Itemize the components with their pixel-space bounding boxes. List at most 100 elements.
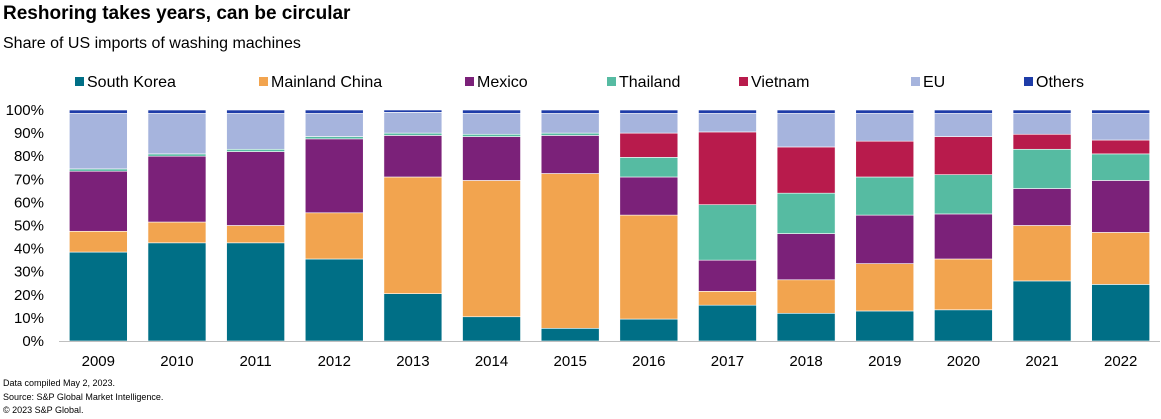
legend-swatch <box>739 77 748 86</box>
bar-segment <box>698 304 757 342</box>
bar-segment <box>698 291 757 306</box>
legend-label: Vietnam <box>751 74 809 91</box>
y-tick-label: 80% <box>14 148 44 165</box>
x-tick-label: 2021 <box>1025 353 1058 370</box>
bar-segment <box>776 109 836 114</box>
x-tick-label: 2016 <box>632 353 665 370</box>
bar-segment <box>540 113 600 134</box>
bar-segment <box>776 113 836 148</box>
bar-segment <box>69 170 128 232</box>
y-tick-label: 90% <box>14 125 44 142</box>
bar-segment <box>383 112 443 134</box>
bar-segment <box>226 109 285 114</box>
bar-segment <box>1012 188 1072 226</box>
y-tick-label: 0% <box>22 333 44 350</box>
bar-segment <box>1012 225 1072 282</box>
bar-segment <box>698 204 757 261</box>
bar-segment <box>698 131 757 206</box>
bar-segment <box>619 176 679 216</box>
bar-segment <box>934 309 993 342</box>
y-tick-label: 20% <box>14 287 44 304</box>
bar-segment <box>383 135 443 178</box>
legend-label: Mainland China <box>271 74 382 91</box>
bar-segment <box>776 233 836 281</box>
bar-segment <box>855 263 915 312</box>
bar-segment <box>147 153 207 157</box>
bar-segment <box>698 113 757 133</box>
legend-label: EU <box>923 74 945 91</box>
bar-segment <box>226 151 285 226</box>
y-tick-label: 70% <box>14 171 44 188</box>
chart-subtitle: Share of US imports of washing machines <box>3 35 301 52</box>
bar-segment <box>383 109 443 113</box>
bar-segment <box>1012 148 1072 189</box>
bar-segment <box>855 140 915 178</box>
bar-segment <box>619 214 679 320</box>
bar-segment <box>776 192 836 234</box>
x-tick-label: 2022 <box>1104 353 1137 370</box>
bar-segment <box>855 214 915 264</box>
bar-segment <box>462 180 521 318</box>
footnote-date: Data compiled May 2, 2023. <box>3 378 116 388</box>
legend-label: South Korea <box>87 74 176 91</box>
bar-segment <box>147 109 207 114</box>
y-tick-label: 40% <box>14 241 44 258</box>
bar-segment <box>383 293 443 342</box>
bar-segment <box>147 155 207 223</box>
legend-label: Thailand <box>619 74 680 91</box>
bar-segment <box>462 109 521 114</box>
bar-segment <box>934 174 993 215</box>
x-tick-label: 2012 <box>318 353 351 370</box>
bar-segment <box>226 113 285 150</box>
bar-segment <box>698 109 757 114</box>
bar-segment <box>540 135 600 174</box>
chart-title: Reshoring takes years, can be circular <box>3 3 351 24</box>
bar-segment <box>462 133 521 137</box>
bar-segment <box>226 148 285 152</box>
bar-segment <box>304 212 364 260</box>
bar-segment <box>304 113 364 137</box>
bar-segment <box>540 173 600 329</box>
bar-segment <box>619 157 679 178</box>
bar-segment <box>1012 280 1072 342</box>
x-tick-label: 2018 <box>789 353 822 370</box>
bar-segment <box>69 168 128 172</box>
footnote-source: Source: S&P Global Market Intelligence. <box>3 392 164 402</box>
legend-swatch <box>607 77 616 86</box>
bar-segment <box>1091 232 1150 285</box>
bar-segment <box>462 113 521 135</box>
footnote-copyright: © 2023 S&P Global. <box>3 405 84 415</box>
bar-segment <box>619 113 679 134</box>
bar-segment <box>540 327 600 342</box>
y-tick-label: 60% <box>14 194 44 211</box>
bar-segment <box>69 113 128 170</box>
bar-segment <box>776 279 836 314</box>
bar-segment <box>934 109 993 114</box>
bar-segment <box>383 132 443 136</box>
y-tick-label: 10% <box>14 310 44 327</box>
legend-swatch <box>259 77 268 86</box>
x-tick-label: 2020 <box>947 353 980 370</box>
legend-swatch <box>911 77 920 86</box>
bar-segment <box>855 176 915 216</box>
bar-segment <box>462 316 521 342</box>
bar-segment <box>226 225 285 244</box>
bar-segment <box>1012 113 1072 135</box>
bar-segment <box>540 109 600 114</box>
x-tick-label: 2015 <box>553 353 586 370</box>
legend-label: Mexico <box>477 74 528 91</box>
bar-segment <box>619 109 679 114</box>
bar-segment <box>934 258 993 311</box>
legend-swatch <box>1024 77 1033 86</box>
bar-segment <box>855 113 915 142</box>
bar-segment <box>1012 109 1072 114</box>
bar-segment <box>69 251 128 342</box>
bar-segment <box>934 113 993 137</box>
bar-segment <box>619 318 679 342</box>
bar-segment <box>776 312 836 342</box>
bar-segment <box>934 213 993 260</box>
y-tick-label: 50% <box>14 218 44 235</box>
bar-segment <box>304 138 364 214</box>
bar-segment <box>147 221 207 244</box>
